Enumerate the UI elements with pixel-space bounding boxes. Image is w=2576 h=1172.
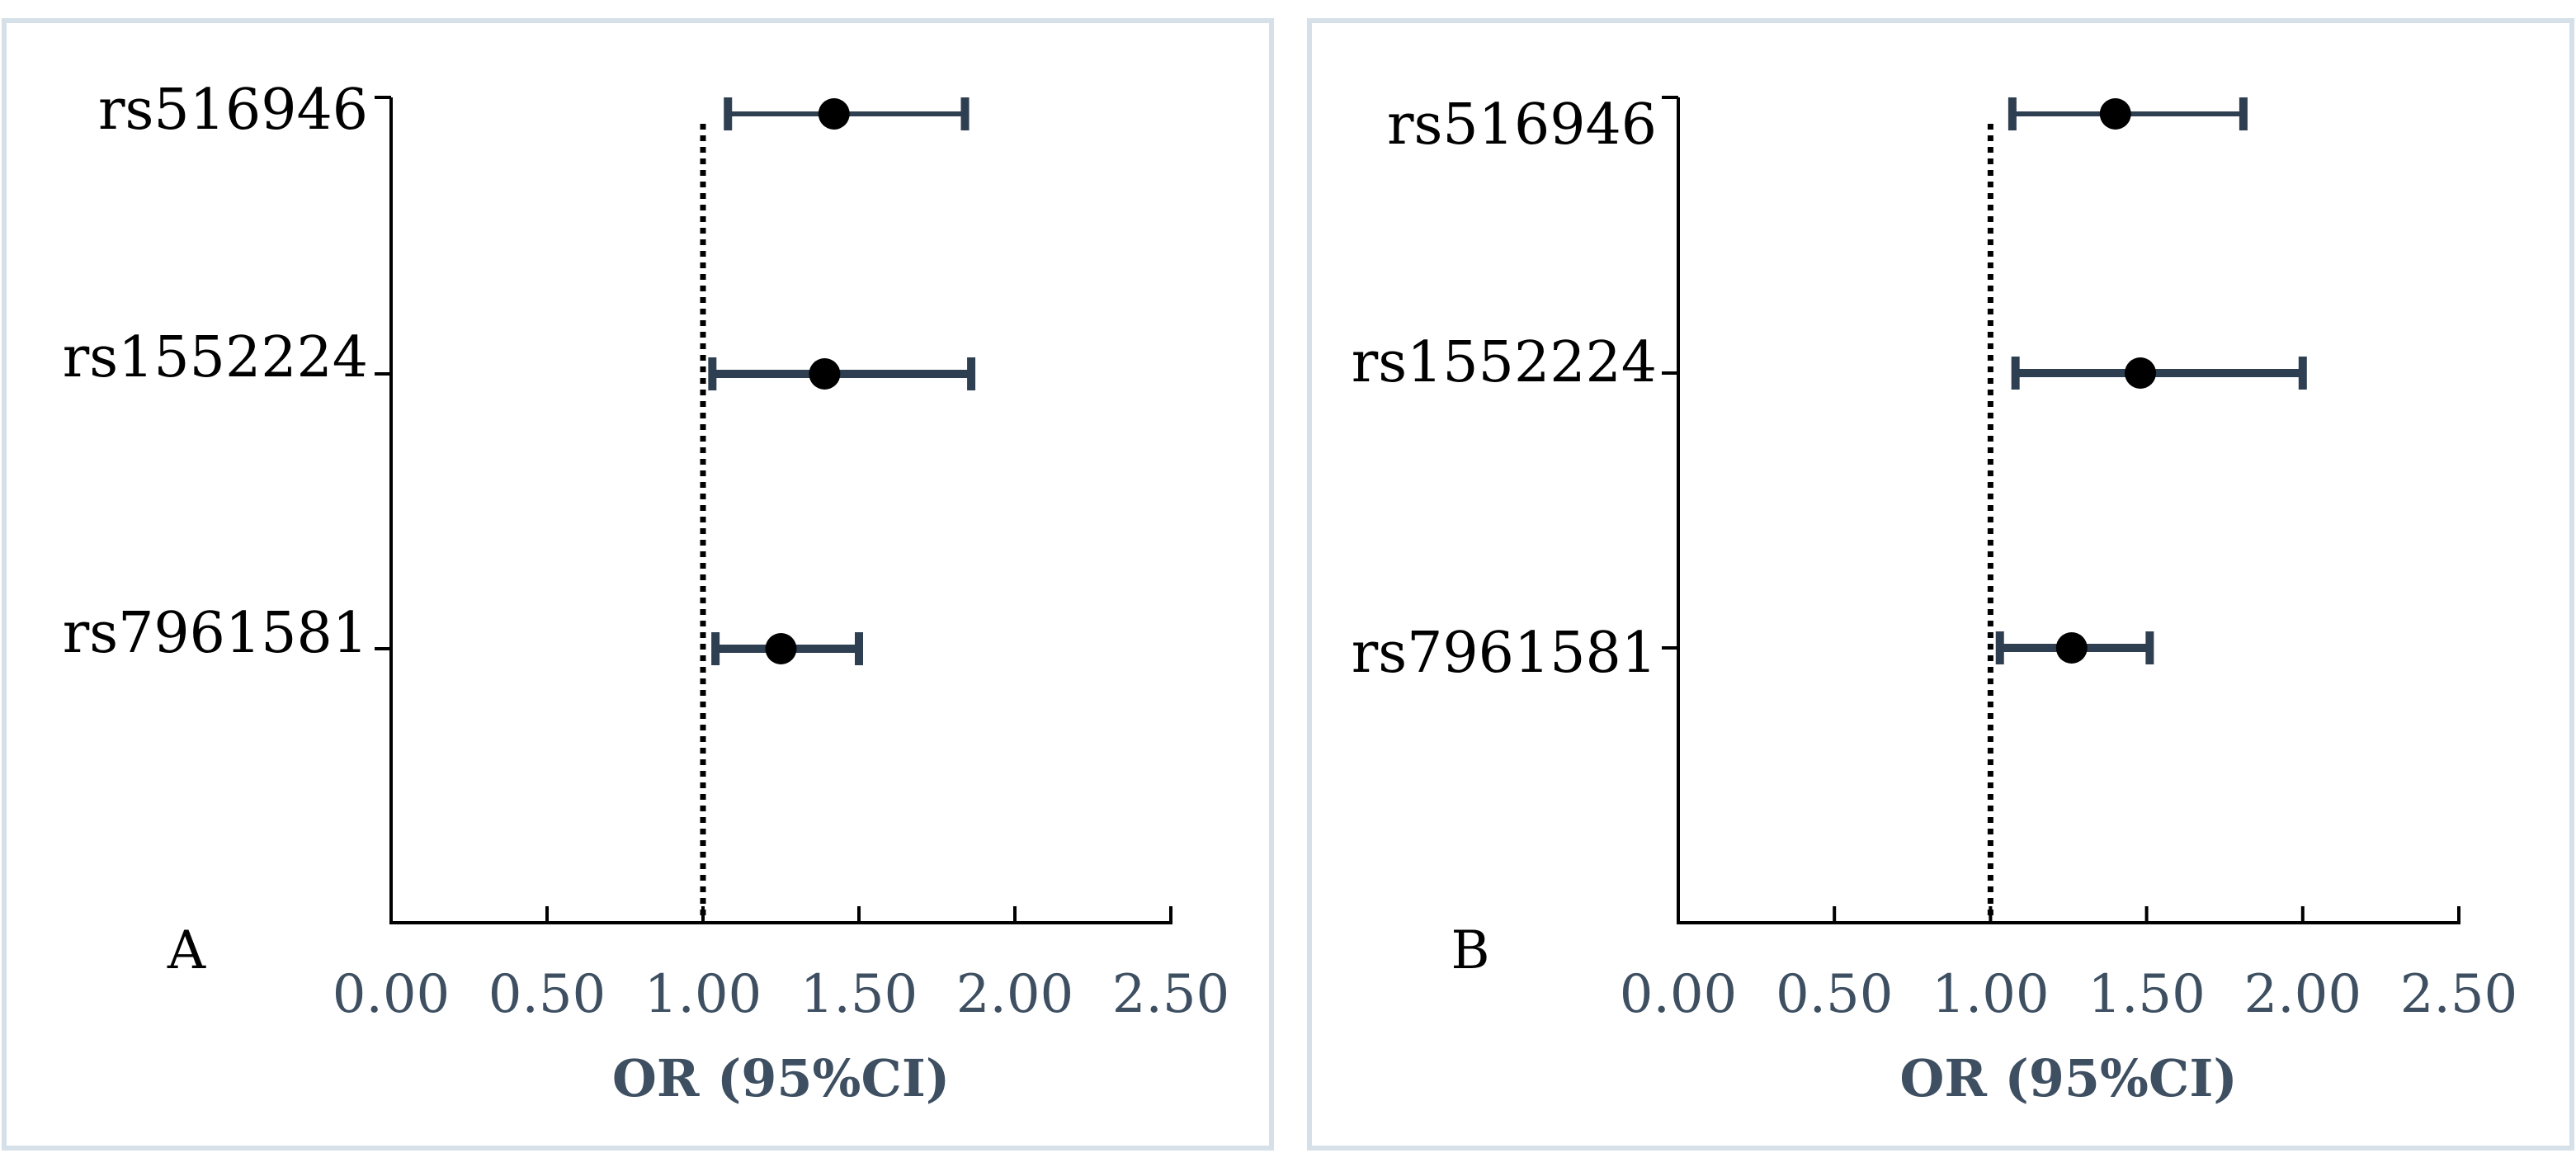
x-tick-label: 0.00: [1620, 964, 1738, 1025]
snp-label: rs1552224: [1352, 330, 1657, 395]
forest-plot-panel-b: 0.00 0.50 1.00 1.50 2.00 2.50 rs516946 rs155222…: [1307, 18, 2574, 1151]
or-point: [765, 633, 797, 664]
snp-label: rs7961581: [63, 601, 368, 666]
or-point: [818, 98, 850, 130]
forest-plot-a-svg: 0.00 0.50 1.00 1.50 2.00 2.50 rs516946 rs155222…: [63, 78, 1230, 1108]
snp-label: rs1552224: [63, 325, 368, 390]
panel-label: A: [167, 920, 206, 981]
x-axis-label: OR (95%CI): [1899, 1048, 2237, 1108]
x-tick-label: 2.50: [1112, 964, 1230, 1025]
x-tick-label: 2.50: [2400, 964, 2518, 1025]
forest-plot-b-svg: 0.00 0.50 1.00 1.50 2.00 2.50 rs516946 rs155222…: [1352, 92, 2518, 1108]
x-tick-label: 0.00: [333, 964, 451, 1025]
x-tick-label: 1.50: [2088, 964, 2206, 1025]
snp-label: rs516946: [1387, 92, 1657, 158]
x-tick-label: 1.00: [1932, 964, 2050, 1025]
or-point: [2055, 632, 2088, 664]
x-tick-label: 2.00: [2244, 964, 2362, 1025]
x-tick-label: 0.50: [488, 964, 606, 1025]
or-point: [2099, 98, 2131, 130]
x-tick-label: 1.00: [644, 964, 762, 1025]
x-axis-label: OR (95%CI): [612, 1048, 950, 1108]
x-tick-label: 2.00: [956, 964, 1074, 1025]
snp-label: rs516946: [98, 78, 368, 143]
x-tick-label: 1.50: [800, 964, 918, 1025]
x-tick-label: 0.50: [1776, 964, 1894, 1025]
forest-plot-panel-a: 0.00 0.50 1.00 1.50 2.00 2.50 rs516946 rs155222…: [2, 18, 1274, 1151]
snp-label: rs7961581: [1352, 621, 1657, 686]
or-point: [809, 358, 841, 390]
panel-label: B: [1451, 920, 1489, 981]
or-point: [2125, 357, 2157, 389]
